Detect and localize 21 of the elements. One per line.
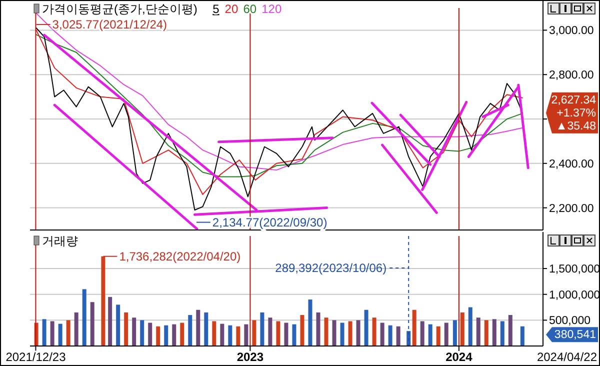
annotation: 3,025.77(2021/12/24) — [52, 17, 168, 32]
y-tick-label: 3,000.00 — [549, 25, 594, 38]
x-tick-label: 2021/12/23 — [6, 350, 66, 364]
text: 2,627.34 +1.37% ▲35.48 — [551, 94, 597, 132]
ref-line-label: 289,392(2023/10/06) — [275, 261, 387, 275]
chart-title: 가격이동평균(종가,단순이평) — [42, 2, 198, 16]
text: 120 — [262, 2, 282, 16]
text: 60 — [243, 2, 257, 16]
y-tick-label: 1,000,000 — [549, 289, 600, 302]
text: 380,541 — [554, 329, 596, 342]
y-tick-label: 1,500,000 — [549, 264, 600, 276]
chart-title: 거래량 — [42, 234, 78, 248]
text: 2024/04/22 — [536, 350, 598, 364]
y-tick-label: 2,200.00 — [549, 202, 594, 215]
y-tick-label: 500,000 — [549, 315, 591, 328]
text: 20 — [224, 2, 238, 16]
y-tick-label: 2,800.00 — [549, 70, 594, 82]
annotation: 1,736,282(2022/04/20) — [119, 249, 241, 264]
y-tick-label: 2,400.00 — [549, 158, 594, 170]
x-tick-label: 2023 — [236, 350, 264, 364]
x-tick-label: 2024 — [446, 350, 473, 364]
